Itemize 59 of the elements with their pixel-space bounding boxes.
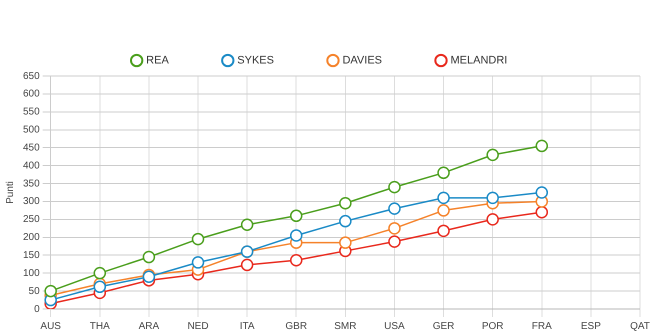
point — [240, 218, 254, 232]
x-tick-label: THA — [90, 320, 110, 332]
point — [388, 202, 401, 215]
y-tick-label: 150 — [22, 250, 40, 261]
x-tick-label: ESP — [580, 320, 602, 332]
y-tick-label: 500 — [22, 124, 40, 136]
y-tick-label: 0 — [34, 304, 40, 315]
y-tick-label: 50 — [28, 286, 40, 297]
point — [486, 192, 499, 204]
y-tick-label: 300 — [22, 196, 40, 208]
point — [290, 210, 302, 222]
legend-label: DAVIES — [342, 54, 382, 67]
x-tick-label: POR — [482, 320, 504, 332]
y-tick-label: 250 — [22, 214, 40, 226]
point — [437, 192, 450, 204]
x-tick-label: QAT — [630, 320, 650, 332]
point — [388, 180, 401, 194]
y-tick-label: 450 — [22, 142, 40, 154]
point — [339, 236, 352, 249]
x-tick-label: GBR — [285, 320, 308, 332]
point — [339, 197, 352, 210]
point — [536, 186, 548, 199]
point — [290, 229, 302, 242]
y-tick-label: 350 — [22, 178, 40, 190]
y-tick-label: 550 — [22, 106, 40, 118]
y-tick-label: 100 — [22, 268, 40, 279]
point — [339, 214, 352, 228]
y-tick-label: 400 — [22, 160, 40, 172]
point — [290, 254, 302, 266]
legend-label: REA — [146, 54, 170, 67]
x-tick-label: SMR — [334, 320, 356, 332]
x-tick-label: USA — [384, 320, 406, 332]
point — [536, 206, 548, 218]
point — [536, 140, 548, 152]
y-tick-label: 200 — [22, 232, 40, 244]
y-tick-label: 600 — [22, 88, 40, 100]
point — [388, 235, 401, 248]
y-tick-label: 650 — [22, 70, 40, 82]
point — [192, 232, 204, 246]
x-tick-label: AUS — [40, 320, 62, 332]
point — [142, 250, 156, 264]
point — [486, 148, 499, 162]
x-tick-label: GER — [432, 320, 454, 332]
x-tick-label: NED — [187, 320, 209, 332]
point — [240, 258, 254, 272]
x-tick-label: ARA — [138, 320, 160, 332]
point — [486, 213, 499, 226]
legend-label: MELANDRI — [450, 54, 508, 67]
point — [437, 166, 450, 180]
x-tick-label: FRA — [532, 320, 552, 332]
point — [388, 222, 401, 235]
point — [437, 204, 450, 217]
x-tick-label: ITA — [240, 320, 255, 332]
point — [94, 266, 106, 280]
legend-label: SYKES — [237, 54, 274, 67]
y-axis-title: Punti — [4, 181, 16, 204]
point — [94, 280, 106, 294]
point — [192, 256, 204, 269]
point — [437, 224, 450, 238]
